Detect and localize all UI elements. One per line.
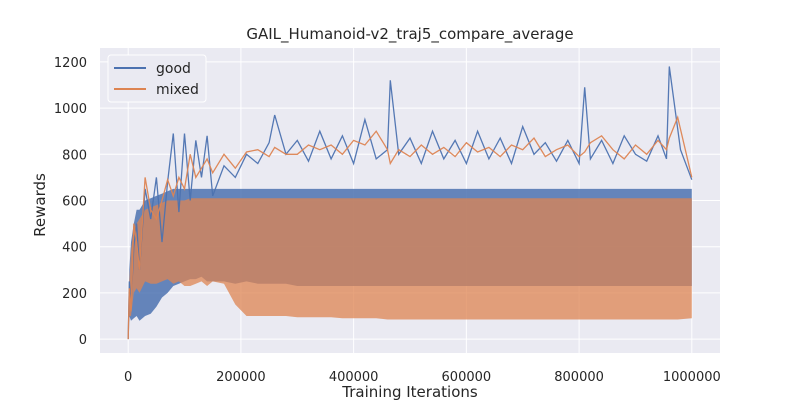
x-tick-label: 1000000 [663, 370, 721, 385]
y-tick-label: 1000 [54, 102, 87, 117]
y-tick-label: 800 [62, 148, 87, 163]
y-axis: 0 200 400 600 800 1000 1200 [54, 56, 87, 348]
chart-title: GAIL_Humanoid-v2_traj5_compare_average [246, 25, 573, 44]
legend-label-good: good [156, 61, 191, 77]
x-tick-label: 400000 [329, 370, 379, 385]
x-tick-label: 600000 [442, 370, 492, 385]
x-tick-label: 800000 [554, 370, 604, 385]
y-tick-label: 1200 [54, 56, 87, 71]
legend-box [107, 54, 207, 103]
y-axis-label: Rewards [31, 173, 49, 237]
y-tick-label: 600 [62, 195, 87, 210]
legend: good mixed [107, 54, 207, 103]
legend-label-mixed: mixed [156, 82, 199, 98]
series-line-good [127, 66, 693, 340]
x-tick-label: 200000 [216, 370, 266, 385]
x-axis-label: Training Iterations [341, 383, 478, 400]
x-axis: 0 200000 400000 600000 800000 1000000 [124, 370, 721, 385]
series-line-mixed [127, 115, 693, 340]
y-tick-label: 200 [62, 287, 87, 302]
band-mixed [128, 198, 692, 340]
x-tick-label: 0 [124, 370, 132, 385]
y-tick-label: 0 [79, 333, 87, 348]
series-lines [127, 66, 693, 340]
series-bands [128, 188, 692, 340]
y-tick-label: 400 [62, 241, 87, 256]
